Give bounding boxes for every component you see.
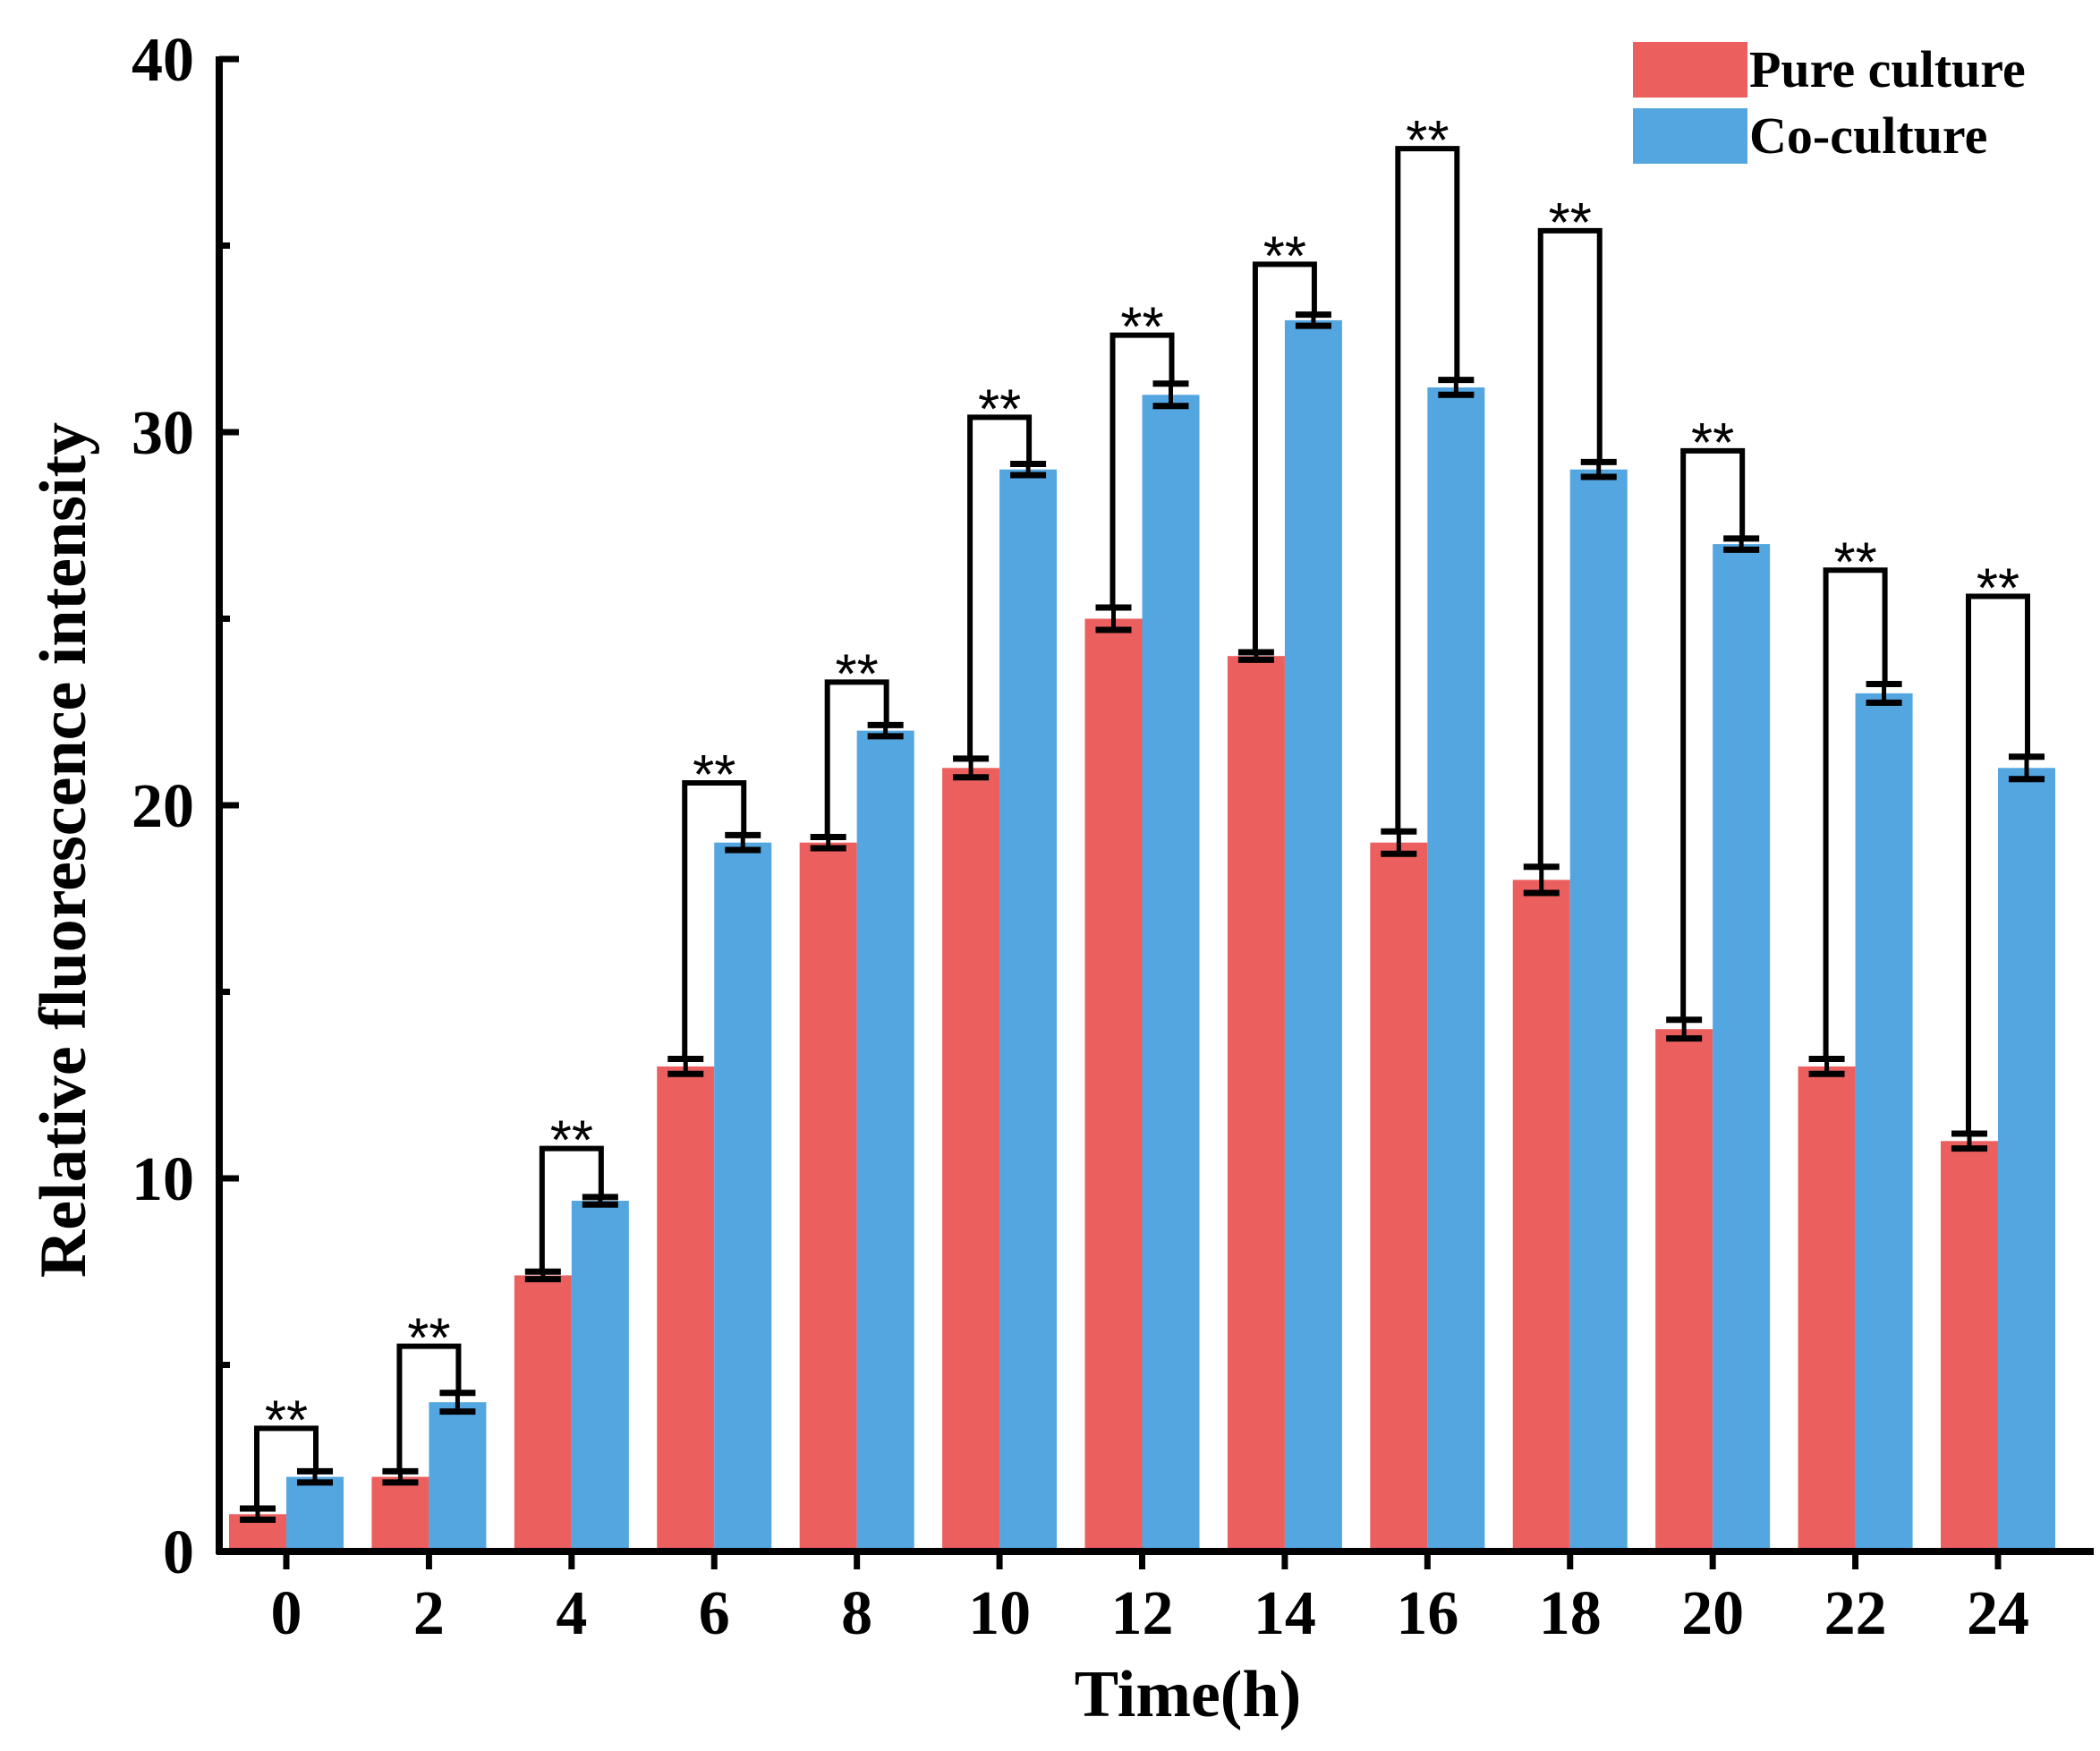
legend-label-pure-culture: Pure culture [1749,40,2026,98]
bar-co-14 [1284,319,1342,1551]
significance-label: ** [1263,225,1306,287]
significance-layer: ** ** ** ** ** ** ** ** ** ** ** ** ** [254,110,2030,1509]
legend-label-co-culture: Co-culture [1749,106,1987,165]
error-bar-pure-4 [524,1268,561,1283]
bar-co-20 [1713,544,1771,1551]
bar-co-8 [856,730,914,1551]
significance-bracket-line [1537,227,1603,867]
x-tick-label-12: 12 [1111,1579,1174,1648]
bar-co-16 [1427,387,1485,1552]
significance-bracket-20: ** [1680,412,1746,1020]
significance-label: ** [1549,192,1592,254]
bar-co-6 [714,842,772,1551]
bar-pure-4 [514,1275,572,1551]
bar-pure-14 [1227,656,1285,1551]
y-tick-label-20: 20 [132,772,194,841]
bar-co-12 [1142,395,1200,1551]
significance-bracket-line [396,1343,462,1472]
significance-bracket-line [1395,146,1460,832]
significance-label: ** [1406,110,1449,172]
significance-label: ** [1977,557,2019,619]
significance-bracket-10: ** [967,378,1033,759]
significance-bracket-4: ** [539,1110,604,1272]
bar-co-0 [286,1476,344,1551]
significance-label: ** [407,1308,450,1370]
significance-bracket-line [539,1145,604,1272]
significance-label: ** [1120,297,1163,359]
x-tick-label-24: 24 [1967,1579,2029,1648]
bar-co-22 [1855,693,1913,1551]
bar-pure-2 [371,1476,429,1551]
error-bar-co-6 [725,831,761,854]
y-tick-label-40: 40 [132,26,194,95]
significance-bracket-line [1966,593,2030,1134]
bar-co-4 [571,1201,629,1551]
bar-pure-6 [657,1066,715,1551]
significance-bracket-line [1680,447,1746,1020]
significance-bracket-line [1823,567,1888,1059]
significance-bracket-line [1252,261,1317,653]
legend-swatch-pure-culture [1633,42,1747,98]
x-axis-title: Time(h) [1075,1658,1302,1731]
x-tick-label-4: 4 [556,1579,587,1648]
significance-label: ** [978,378,1021,440]
significance-bracket-18: ** [1537,192,1603,867]
bar-pure-24 [1941,1141,1998,1551]
bar-pure-12 [1084,618,1143,1551]
bar-co-24 [1998,768,2055,1551]
error-bar-co-18 [1580,458,1617,480]
x-tick-label-0: 0 [271,1579,302,1648]
bar-pure-18 [1512,880,1570,1551]
x-tick-label-22: 22 [1824,1579,1887,1648]
x-tick-label-10: 10 [968,1579,1031,1648]
x-tick-label-20: 20 [1681,1579,1744,1648]
x-tick-label-8: 8 [841,1579,872,1648]
significance-bracket-16: ** [1395,110,1460,832]
significance-bracket-line [682,779,747,1059]
error-bars-layer [240,311,2045,1524]
bar-co-2 [429,1402,487,1551]
significance-label: ** [265,1390,308,1451]
significance-bracket-6: ** [682,744,747,1059]
significance-label: ** [836,643,879,705]
x-tick-label-6: 6 [699,1579,730,1648]
significance-bracket-line [824,679,889,837]
significance-bracket-line [254,1425,319,1509]
significance-bracket-2: ** [396,1308,462,1472]
y-axis-title: Relative fluorescence intensity [27,422,100,1278]
x-tick-label-18: 18 [1539,1579,1602,1648]
significance-label: ** [693,744,735,806]
significance-label: ** [1691,412,1734,474]
bar-pure-8 [799,842,857,1551]
significance-bracket-0: ** [254,1390,319,1509]
significance-bracket-22: ** [1823,531,1888,1059]
significance-label: ** [1833,531,1876,593]
legend-swatch-co-culture [1633,108,1747,164]
x-tick-label-16: 16 [1396,1579,1458,1648]
legend: Pure culture Co-culture [1633,40,2026,165]
y-tick-label-10: 10 [132,1145,194,1214]
significance-bracket-line [967,414,1033,759]
bar-co-18 [1569,469,1628,1552]
bar-pure-20 [1655,1029,1713,1551]
significance-bracket-12: ** [1110,297,1175,608]
x-tick-label-14: 14 [1254,1579,1316,1648]
y-tick-label-0: 0 [163,1518,194,1587]
bar-co-10 [999,469,1058,1552]
significance-label: ** [550,1110,593,1172]
significance-bracket-8: ** [824,643,889,837]
bar-pure-16 [1370,842,1428,1551]
bar-pure-10 [942,768,1000,1551]
y-tick-label-30: 30 [132,399,194,468]
x-tick-label-2: 2 [413,1579,445,1648]
bars-layer [229,319,2055,1552]
significance-bracket-line [1110,332,1175,608]
significance-bracket-24: ** [1966,557,2030,1134]
significance-bracket-14: ** [1252,225,1317,653]
bar-pure-22 [1798,1066,1856,1551]
